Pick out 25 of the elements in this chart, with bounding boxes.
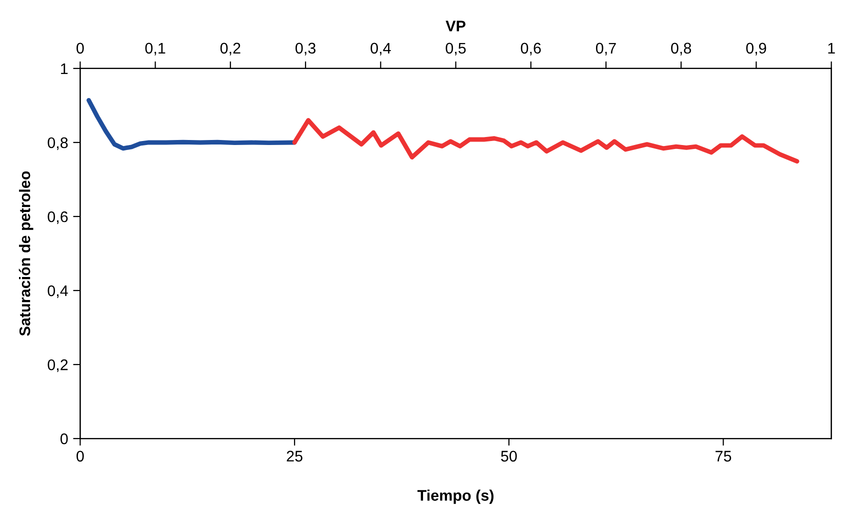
y-tick-label: 0,6 (48, 211, 68, 224)
x-tick-label: 0 (76, 450, 84, 462)
y-tick-label: 0 (60, 433, 68, 444)
x2-tick-label: 0,8 (671, 42, 692, 56)
y-tick-label: 1 (61, 63, 68, 74)
x2-axis-title: VP (446, 20, 466, 32)
y-tick-label: 0,4 (48, 285, 68, 298)
x-tick-label: 75 (716, 450, 732, 462)
x2-tick-label: 0,5 (446, 42, 466, 56)
line-series (292, 118, 800, 164)
y-tick-label: 0,2 (48, 359, 68, 372)
x2-tick-label: 0,6 (520, 42, 541, 56)
x2-tick-label: 0,7 (596, 42, 616, 56)
x-tick-label: 50 (501, 450, 517, 462)
x2-tick-label: 0,3 (296, 42, 316, 56)
x2-tick-label: 0,1 (145, 42, 166, 56)
x2-tick-label: 1 (828, 42, 835, 54)
x-axis-title: Tiempo (s) (417, 490, 494, 504)
y-axis-title: Saturación de petroleo (18, 171, 34, 336)
x2-tick-label: 0,2 (220, 42, 240, 56)
y-tick-label: 0,8 (48, 137, 68, 150)
x2-tick-label: 0,9 (746, 42, 766, 56)
x-tick-label: 25 (286, 450, 302, 462)
x2-tick-label: 0 (76, 42, 84, 54)
x2-tick-label: 0,4 (370, 42, 391, 56)
